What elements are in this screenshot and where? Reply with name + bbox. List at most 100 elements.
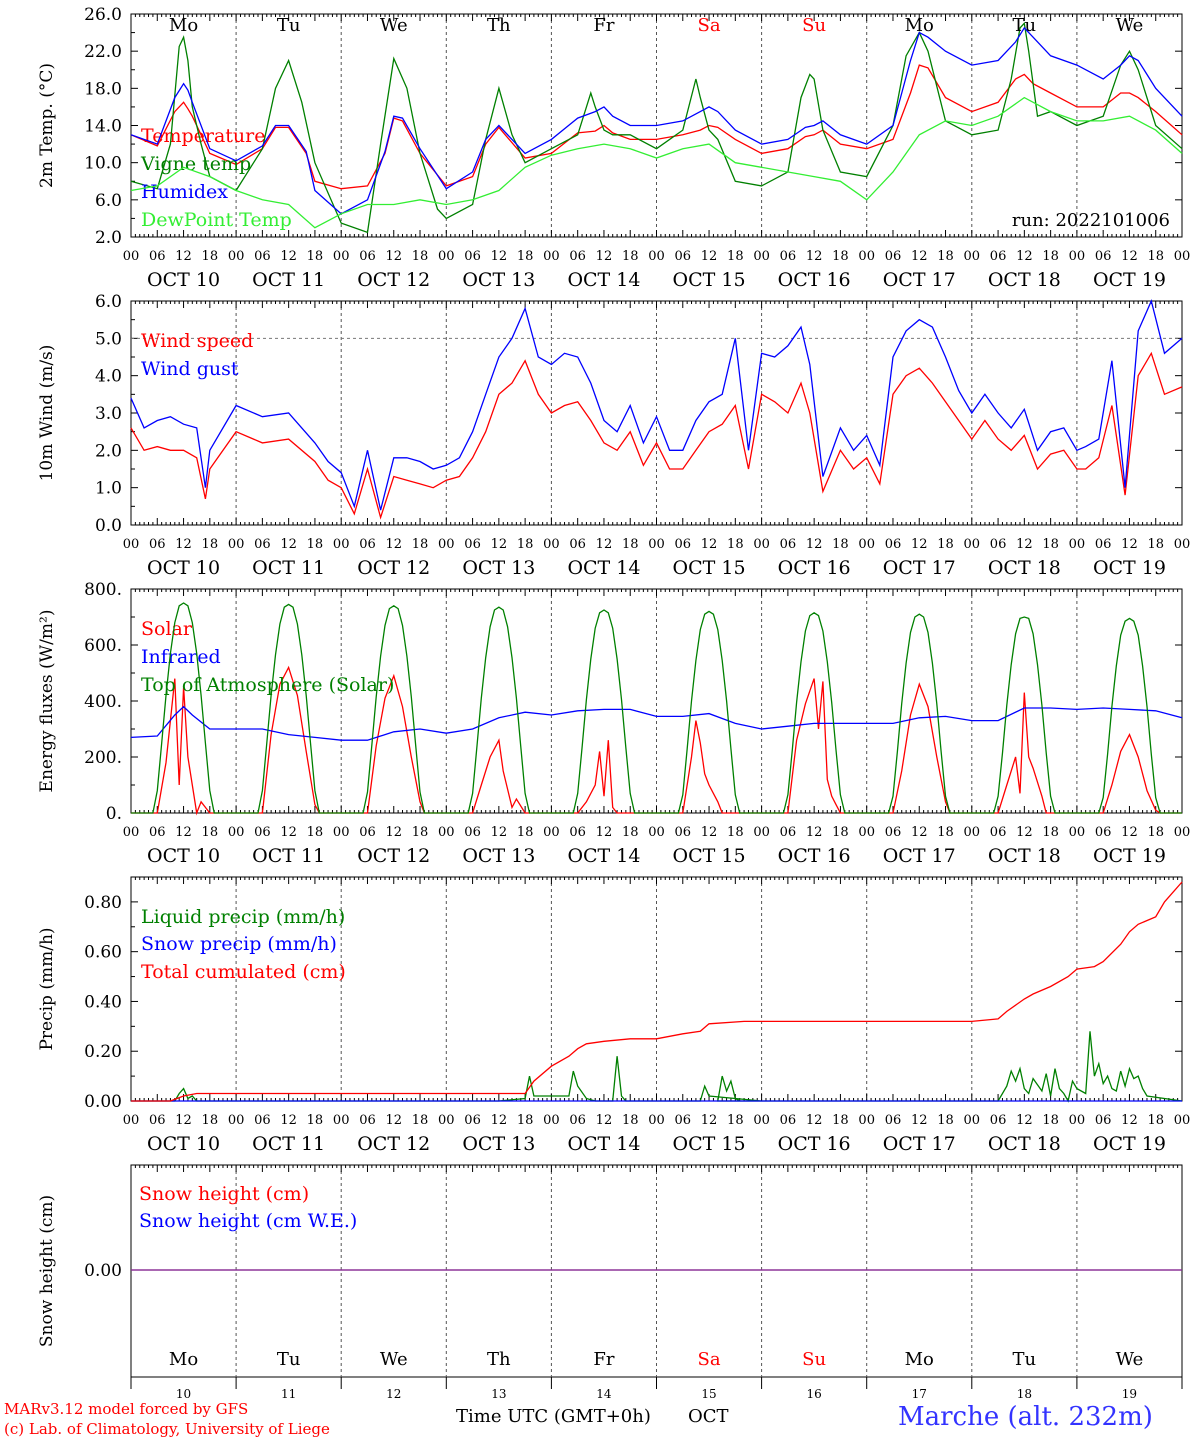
- precip-hour-label: 18: [622, 1113, 639, 1128]
- wind-hour-label: 00: [333, 537, 350, 552]
- precip-hour-label: 06: [359, 1113, 376, 1128]
- wind-hour-label: 00: [1174, 537, 1191, 552]
- energy-legend-2: Top of Atmosphere (Solar): [141, 674, 394, 696]
- energy-hour-label: 12: [806, 825, 823, 840]
- energy-hour-label: 06: [464, 825, 481, 840]
- temp-date-label: OCT 16: [778, 269, 851, 291]
- temp-y-tick-label: 18.0: [84, 79, 122, 99]
- wind-legend-1: Wind gust: [141, 358, 239, 380]
- temp-run-label: run: 2022101006: [1012, 210, 1170, 231]
- temp-day-letter: Th: [487, 15, 511, 36]
- temp-hour-label: 18: [517, 249, 534, 264]
- temp-hour-label: 06: [990, 249, 1007, 264]
- energy-hour-label: 12: [175, 825, 192, 840]
- precip-hour-label: 12: [1016, 1113, 1033, 1128]
- precip-hour-label: 00: [228, 1113, 245, 1128]
- bottom-day-number: 16: [807, 1387, 822, 1401]
- energy-y-tick-label: 400.: [84, 692, 122, 712]
- wind-hour-label: 12: [385, 537, 402, 552]
- wind-hour-label: 12: [280, 537, 297, 552]
- wind-hour-label: 06: [675, 537, 692, 552]
- temp-hour-label: 12: [491, 249, 508, 264]
- wind-hour-label: 18: [622, 537, 639, 552]
- energy-hour-label: 00: [438, 825, 455, 840]
- wind-date-label: OCT 12: [357, 557, 430, 579]
- snow-day-letter: Mo: [905, 1349, 934, 1370]
- temp-hour-label: 06: [780, 249, 797, 264]
- wind-y-tick-label: 6.0: [95, 292, 122, 312]
- snow-day-letter: Sa: [698, 1349, 721, 1370]
- temp-hour-label: 18: [307, 249, 324, 264]
- precip-hour-label: 12: [385, 1113, 402, 1128]
- temp-day-letter: Tu: [277, 15, 301, 36]
- energy-series-solar: [131, 665, 1182, 816]
- snow-day-letter: Tu: [277, 1349, 301, 1370]
- precip-y-tick-label: 0.40: [84, 992, 122, 1012]
- wind-y-tick-label: 4.0: [95, 367, 122, 387]
- snow-day-letter: Fr: [593, 1349, 614, 1370]
- wind-hour-label: 00: [648, 537, 665, 552]
- temp-day-letter: Sa: [698, 15, 721, 36]
- energy-y-axis-label: Energy fluxes (W/m²): [37, 610, 57, 793]
- wind-hour-label: 00: [123, 537, 140, 552]
- bottom-day-number: 12: [386, 1387, 401, 1401]
- precip-date-label: OCT 19: [1093, 1133, 1166, 1155]
- temp-series-dewpoint-temp: [130, 96, 1183, 229]
- energy-hour-label: 06: [149, 825, 166, 840]
- wind-hour-label: 00: [964, 537, 981, 552]
- wind-date-label: OCT 17: [883, 557, 956, 579]
- precip-hour-label: 12: [701, 1113, 718, 1128]
- temp-hour-label: 00: [753, 249, 770, 264]
- temp-hour-label: 18: [202, 249, 219, 264]
- temp-day-letter: Mo: [169, 15, 198, 36]
- energy-legend-0: Solar: [141, 618, 193, 640]
- energy-date-label: OCT 18: [988, 845, 1061, 867]
- bottom-day-number: 18: [1017, 1387, 1032, 1401]
- precip-y-axis-label: Precip (mm/h): [37, 927, 57, 1050]
- energy-hour-label: 18: [1147, 825, 1164, 840]
- energy-hour-label: 00: [858, 825, 875, 840]
- temp-day-letter: Tu: [1013, 15, 1037, 36]
- wind-y-axis-label: 10m Wind (m/s): [37, 345, 57, 482]
- month-label: OCT: [688, 1406, 729, 1427]
- energy-date-label: OCT 17: [883, 845, 956, 867]
- temp-hour-label: 00: [228, 249, 245, 264]
- energy-hour-label: 00: [1069, 825, 1086, 840]
- snow-day-letter: Th: [487, 1349, 511, 1370]
- temp-date-label: OCT 13: [462, 269, 535, 291]
- temp-y-tick-label: 26.0: [84, 5, 122, 25]
- temp-y-tick-label: 6.0: [95, 191, 122, 211]
- wind-hour-label: 06: [780, 537, 797, 552]
- precip-hour-label: 18: [1147, 1113, 1164, 1128]
- temp-y-axis-label: 2m Temp. (°C): [37, 63, 57, 188]
- precip-y-tick-label: 0.20: [84, 1042, 122, 1062]
- temp-hour-label: 06: [885, 249, 902, 264]
- temp-hour-label: 00: [1174, 249, 1191, 264]
- energy-hour-label: 18: [307, 825, 324, 840]
- precip-hour-label: 18: [937, 1113, 954, 1128]
- temp-hour-label: 00: [648, 249, 665, 264]
- temp-hour-label: 12: [280, 249, 297, 264]
- precip-hour-label: 18: [517, 1113, 534, 1128]
- wind-date-label: OCT 14: [567, 557, 640, 579]
- temp-day-letter: We: [380, 15, 408, 36]
- wind-hour-label: 00: [858, 537, 875, 552]
- energy-hour-label: 00: [543, 825, 560, 840]
- temp-date-label: OCT 19: [1093, 269, 1166, 291]
- temp-day-letter: Su: [802, 15, 826, 36]
- energy-hour-label: 18: [412, 825, 429, 840]
- temp-hour-label: 12: [701, 249, 718, 264]
- precip-hour-label: 06: [885, 1113, 902, 1128]
- energy-date-label: OCT 10: [147, 845, 220, 867]
- temp-hour-label: 18: [832, 249, 849, 264]
- lab-credit: (c) Lab. of Climatology, University of L…: [4, 1420, 330, 1438]
- precip-hour-label: 06: [569, 1113, 586, 1128]
- wind-hour-label: 18: [1042, 537, 1059, 552]
- energy-y-tick-label: 800.: [84, 580, 122, 600]
- temp-hour-label: 12: [596, 249, 613, 264]
- energy-date-label: OCT 14: [567, 845, 640, 867]
- temp-date-label: OCT 11: [252, 269, 325, 291]
- snow-legend-0: Snow height (cm): [139, 1183, 309, 1205]
- energy-date-label: OCT 16: [778, 845, 851, 867]
